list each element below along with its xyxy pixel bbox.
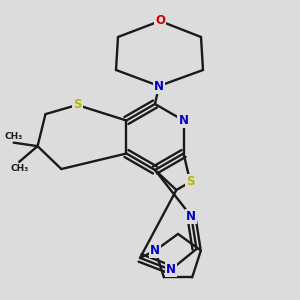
Text: S: S (73, 98, 81, 112)
Text: O: O (155, 14, 165, 28)
Text: CH₃: CH₃ (4, 132, 23, 141)
Text: N: N (150, 244, 160, 257)
Text: S: S (186, 176, 194, 188)
Text: N: N (166, 263, 176, 276)
Text: N: N (178, 114, 189, 127)
Text: CH₃: CH₃ (10, 164, 28, 173)
Text: N: N (154, 80, 164, 92)
Text: N: N (186, 210, 196, 223)
